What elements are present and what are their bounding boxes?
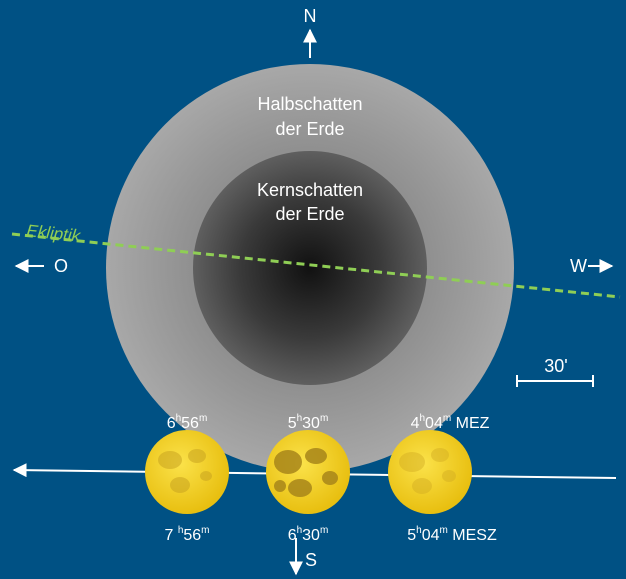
umbra-label-line1: Kernschatten <box>257 180 363 200</box>
moon-1-time-bottom: 7 h56m <box>164 525 209 544</box>
penumbra-label-line1: Halbschatten <box>257 94 362 114</box>
moon-3-time-bottom: 5h04m MESZ <box>407 525 497 544</box>
east-label: O <box>54 256 68 276</box>
moon-3 <box>388 430 472 514</box>
north-label: N <box>304 6 317 26</box>
moon-surface-marks <box>158 449 212 493</box>
scale-label: 30' <box>544 356 567 376</box>
moon-2 <box>266 430 350 514</box>
moon-surface-marks <box>399 448 456 494</box>
umbra-disc <box>193 151 427 385</box>
penumbra-label-line2: der Erde <box>275 119 344 139</box>
moon-1-time-top: 6h56m <box>167 413 208 432</box>
scale-bar <box>516 375 594 387</box>
moon-2-time-top: 5h30m <box>288 413 329 432</box>
moon-2-time-bottom: 6h30m <box>288 525 329 544</box>
moon-1 <box>145 430 229 514</box>
west-label: W <box>570 256 587 276</box>
umbra-label-line2: der Erde <box>275 204 344 224</box>
moon-surface-marks <box>274 448 338 497</box>
south-label: S <box>305 550 317 570</box>
moon-3-time-top: 4h04m MEZ <box>411 413 490 432</box>
ecliptic-line <box>11 232 621 299</box>
